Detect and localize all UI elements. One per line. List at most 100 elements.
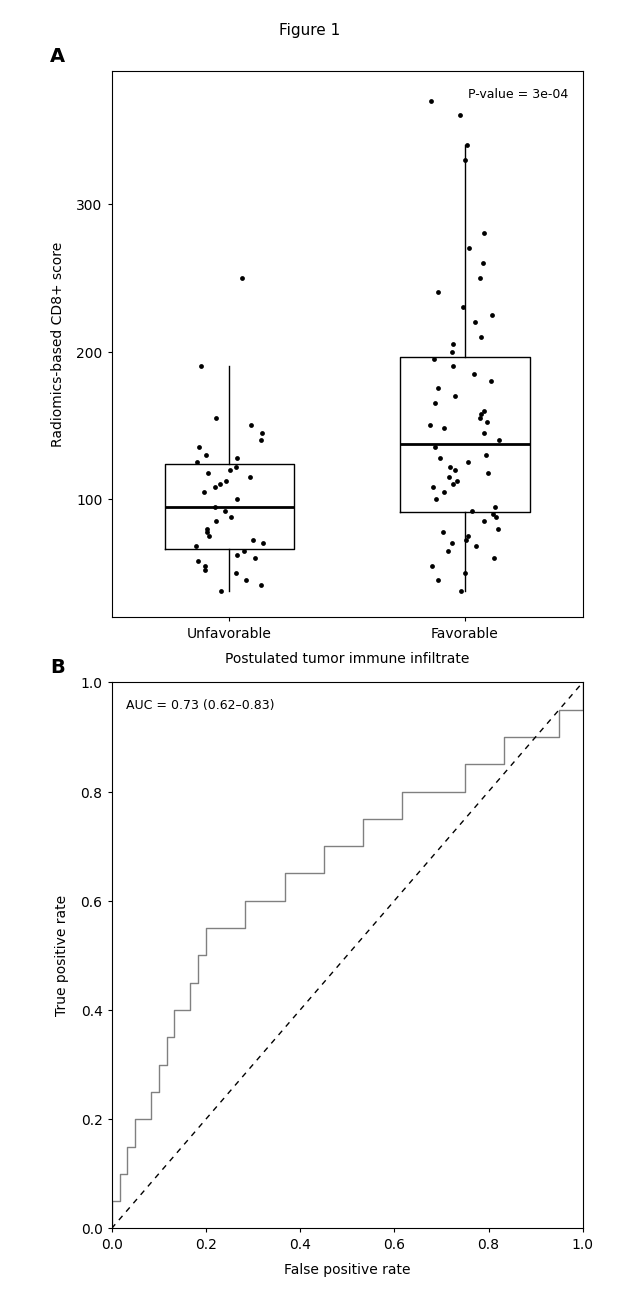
- Point: [494, 519, 503, 540]
- Point: [193, 437, 203, 458]
- Point: [431, 489, 441, 510]
- Point: [450, 386, 460, 407]
- Point: [429, 348, 439, 369]
- Point: [232, 545, 242, 566]
- Point: [445, 456, 454, 477]
- Point: [439, 419, 449, 439]
- Point: [204, 526, 214, 547]
- Point: [245, 467, 255, 488]
- Point: [469, 364, 479, 385]
- Point: [482, 412, 492, 433]
- Point: [232, 489, 242, 510]
- Point: [461, 530, 471, 551]
- Point: [444, 467, 454, 488]
- Point: [479, 422, 489, 443]
- Point: [433, 282, 443, 303]
- Point: [455, 105, 465, 126]
- Point: [241, 571, 250, 592]
- Point: [200, 560, 210, 581]
- Point: [211, 511, 221, 532]
- Point: [433, 571, 443, 592]
- Point: [446, 342, 456, 363]
- Point: [430, 393, 440, 413]
- Point: [210, 497, 219, 517]
- Point: [202, 521, 212, 542]
- Point: [250, 549, 260, 569]
- Point: [472, 537, 482, 558]
- Point: [201, 445, 211, 465]
- Y-axis label: Radiomics-based CD8+ score: Radiomics-based CD8+ score: [51, 242, 65, 447]
- Point: [196, 356, 206, 377]
- Point: [463, 526, 473, 547]
- Point: [476, 326, 486, 347]
- Point: [475, 268, 485, 289]
- Point: [443, 541, 453, 562]
- Point: [448, 356, 458, 377]
- Point: [447, 533, 457, 554]
- Point: [433, 378, 443, 399]
- Point: [215, 474, 225, 495]
- Point: [246, 415, 256, 436]
- Point: [199, 482, 209, 503]
- Point: [490, 497, 500, 517]
- Point: [239, 541, 249, 562]
- Point: [479, 254, 489, 274]
- Point: [231, 563, 241, 584]
- Text: A: A: [50, 47, 66, 66]
- Point: [467, 500, 477, 521]
- Point: [464, 238, 474, 259]
- Point: [483, 463, 493, 484]
- Point: [202, 519, 212, 540]
- Point: [475, 408, 485, 429]
- Point: [459, 150, 469, 170]
- Point: [476, 403, 486, 424]
- X-axis label: False positive rate: False positive rate: [284, 1262, 410, 1277]
- Point: [487, 304, 497, 325]
- Point: [232, 447, 242, 468]
- Point: [427, 555, 437, 576]
- Point: [479, 511, 489, 532]
- Point: [226, 459, 236, 480]
- Point: [203, 463, 213, 484]
- Point: [425, 415, 435, 436]
- Point: [430, 437, 440, 458]
- Point: [237, 268, 247, 289]
- Point: [428, 477, 438, 498]
- Point: [258, 533, 268, 554]
- Point: [219, 500, 229, 521]
- Point: [200, 555, 210, 576]
- Point: [427, 91, 436, 112]
- Point: [256, 575, 266, 595]
- Point: [221, 472, 231, 493]
- Point: [448, 334, 458, 355]
- Point: [488, 504, 498, 525]
- Point: [231, 456, 241, 477]
- Point: [216, 581, 226, 602]
- Point: [438, 482, 448, 503]
- Point: [190, 537, 200, 558]
- Point: [489, 549, 499, 569]
- Point: [479, 400, 489, 421]
- Point: [463, 452, 473, 473]
- Text: AUC = 0.73 (0.62–0.83): AUC = 0.73 (0.62–0.83): [126, 699, 274, 712]
- Point: [248, 530, 258, 551]
- Point: [481, 445, 491, 465]
- Point: [448, 474, 458, 495]
- Point: [226, 507, 236, 528]
- X-axis label: Postulated tumor immune infiltrate: Postulated tumor immune infiltrate: [225, 651, 469, 666]
- Text: P-value = 3e-04: P-value = 3e-04: [469, 88, 569, 101]
- Text: Figure 1: Figure 1: [280, 23, 340, 39]
- Point: [450, 459, 460, 480]
- Point: [257, 422, 267, 443]
- Point: [495, 430, 505, 451]
- Point: [256, 430, 266, 451]
- Text: B: B: [50, 658, 65, 677]
- Point: [438, 521, 448, 542]
- Point: [456, 581, 466, 602]
- Point: [452, 472, 462, 493]
- Point: [211, 408, 221, 429]
- Y-axis label: True positive rate: True positive rate: [55, 894, 69, 1017]
- Point: [210, 477, 219, 498]
- Point: [193, 551, 203, 572]
- Point: [459, 563, 469, 584]
